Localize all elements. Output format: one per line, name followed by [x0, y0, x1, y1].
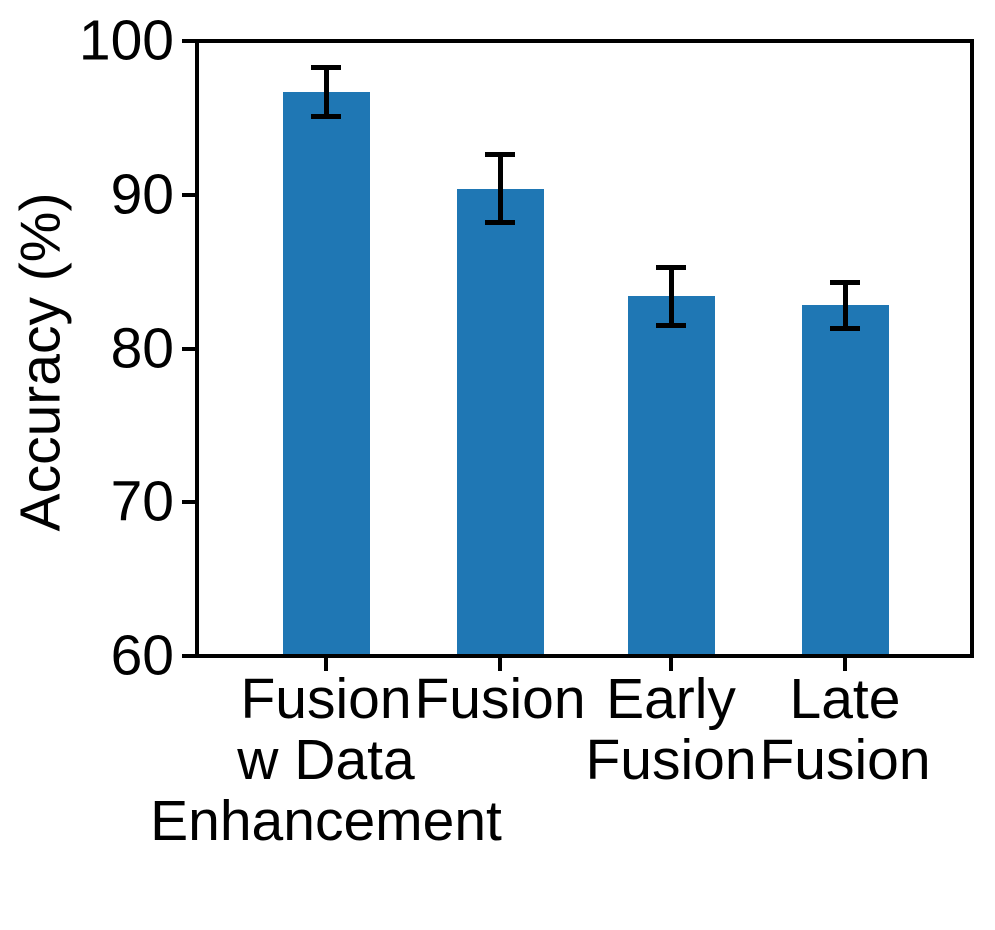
x-tick-label: Fusion — [414, 667, 586, 731]
bar — [627, 296, 715, 654]
error-bar-cap — [656, 322, 686, 328]
y-tick-label: 60 — [110, 623, 174, 688]
error-bar-cap — [830, 326, 860, 331]
error-bar-cap — [311, 113, 341, 119]
y-tick-label: 80 — [110, 316, 174, 380]
y-tick — [182, 654, 195, 658]
y-tick-label: 70 — [110, 469, 174, 534]
plot-area — [195, 39, 974, 658]
error-bar — [842, 282, 848, 329]
y-tick — [182, 500, 195, 505]
x-tick — [669, 658, 673, 671]
error-bar — [497, 154, 503, 223]
error-bar-cap — [311, 64, 341, 70]
error-bar — [668, 267, 674, 326]
bar — [282, 91, 370, 654]
error-bar-cap — [485, 219, 515, 225]
y-tick — [182, 346, 195, 351]
y-tick — [182, 39, 195, 43]
error-bar-cap — [830, 279, 860, 285]
y-tick-label: 100 — [78, 8, 174, 73]
x-tick-label: Late Fusion — [759, 667, 931, 792]
error-bar-cap — [485, 152, 515, 158]
x-tick-label: Early Fusion — [585, 667, 757, 792]
x-tick — [498, 658, 502, 671]
y-tick-label: 90 — [110, 162, 174, 227]
x-tick — [843, 658, 847, 671]
error-bar — [323, 67, 329, 117]
y-tick — [182, 192, 195, 197]
error-bar-cap — [656, 264, 686, 270]
x-tick — [324, 658, 328, 671]
bar — [801, 305, 889, 654]
bar — [456, 188, 544, 654]
x-tick-label: Fusion w Data Enhancement — [150, 667, 502, 853]
